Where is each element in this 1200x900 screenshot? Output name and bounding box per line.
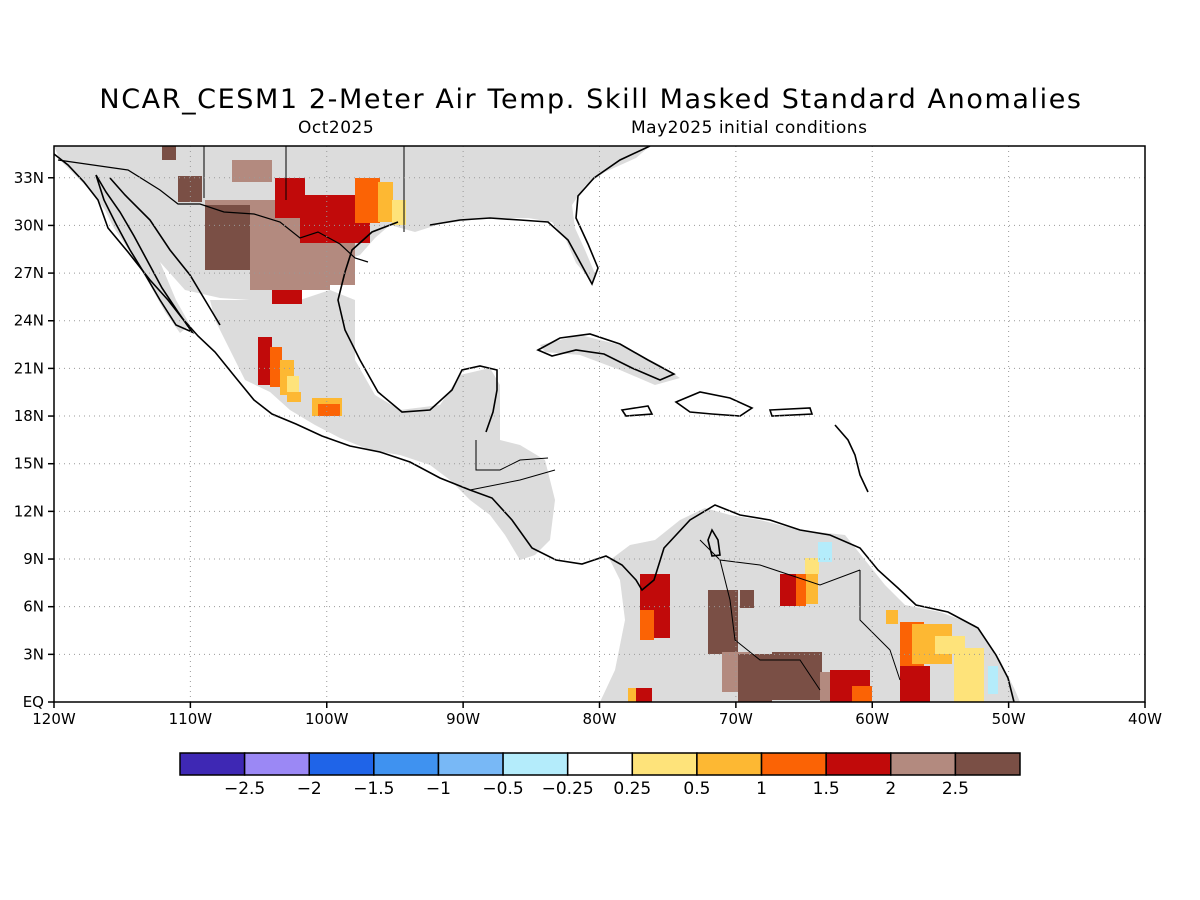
lat-tick-label: 3N [23,645,44,663]
colorbar-swatch [308,752,375,776]
lon-tick-label: 110W [169,710,213,728]
coastlines [54,146,1015,702]
anomaly-cell [988,666,998,694]
lon-tick-label: 50W [992,710,1026,728]
lat-tick-label: 18N [14,407,44,425]
anomaly-cell [852,686,872,702]
anomaly-cells [162,146,998,702]
colorbar-swatch [373,752,440,776]
anomaly-cell [392,200,406,225]
masked-land [54,146,1020,702]
anomaly-cell [900,666,930,702]
anomaly-cell [162,146,176,160]
colorbar-label: −0.25 [542,779,594,799]
anomaly-cell [318,404,340,416]
anomaly-cell [818,542,832,562]
colorbar-swatch [566,752,634,776]
lat-tick-label: 6N [23,598,44,616]
colorbar-label: 2.5 [942,779,969,799]
colorbar-swatch [631,752,698,776]
lon-tick-label: 120W [32,710,76,728]
anomaly-cell [954,648,984,702]
colorbar-swatch [825,752,892,776]
lon-tick-label: 40W [1128,710,1162,728]
colorbar-label: −1 [426,779,451,799]
lat-tick-label: 21N [14,359,44,377]
anomaly-cell [205,205,250,270]
colorbar-label: 0.25 [613,779,651,799]
lat-tick-label: 9N [23,550,44,568]
colorbar-label: 2 [885,779,896,799]
anomaly-cell [805,558,819,574]
colorbar-label: 0.5 [683,779,710,799]
colorbar-label: −2 [297,779,322,799]
lat-tick-label: 33N [14,169,44,187]
anomaly-cell [738,654,772,702]
anomaly-cell [886,610,898,624]
initial-conditions-label: May2025 initial conditions [631,118,868,138]
anomaly-cell [272,290,302,304]
colorbar-swatch [696,752,763,776]
lon-tick-label: 70W [719,710,753,728]
colorbar-swatch [243,752,310,776]
lon-tick-label: 60W [855,710,889,728]
anomaly-cell [287,392,301,402]
anomaly-cell [740,590,754,608]
anomaly-cell [640,610,654,640]
lon-tick-label: 100W [305,710,349,728]
lat-tick-label: 15N [14,455,44,473]
colorbar-label: −2.5 [224,779,265,799]
colorbar-label: 1.5 [813,779,840,799]
lat-tick-label: 12N [14,502,44,520]
latitude-ticks: EQ 3N 6N 9N 12N 15N 18N 21N 24N 27N 30N 33N [14,169,54,711]
map-title: NCAR_CESM1 2-Meter Air Temp. Skill Maske… [99,84,1083,115]
longitude-ticks: 120W 110W 100W 90W 80W 70W 60W 50W 40W [32,702,1162,728]
colorbar-swatch [179,752,246,776]
lat-tick-label: 30N [14,216,44,234]
colorbar-swatch [890,752,957,776]
target-month-label: Oct2025 [298,118,375,138]
anomaly-cell [708,590,738,654]
map-content [54,146,1020,702]
anomaly-cell [355,178,380,223]
anomaly-cell [232,160,272,182]
anomaly-cell [270,347,282,387]
anomaly-cell [806,574,818,604]
lon-tick-label: 90W [446,710,480,728]
colorbar-swatch [502,752,569,776]
lon-tick-label: 80W [583,710,617,728]
colorbar-swatch [760,752,827,776]
anomaly-cell [796,574,806,606]
anomaly-cell [636,688,652,702]
anomaly-cell [258,337,272,385]
anomaly-cell [250,270,330,290]
colorbar-swatch [954,752,1021,776]
anomaly-cell [178,176,202,202]
colorbar-label: −1.5 [353,779,394,799]
lat-tick-label: 27N [14,264,44,282]
colorbar-label: 1 [756,779,767,799]
colorbar: −2.5 −2 −1.5 −1 −0.5 −0.25 0.25 0.5 1 1.5 2 2.5 [179,752,1021,799]
lat-tick-label: EQ [23,693,44,711]
colorbar-swatch [437,752,504,776]
anomaly-cell [772,652,822,700]
lat-tick-label: 24N [14,312,44,330]
colorbar-label: −0.5 [482,779,523,799]
anomaly-cell [378,182,393,222]
